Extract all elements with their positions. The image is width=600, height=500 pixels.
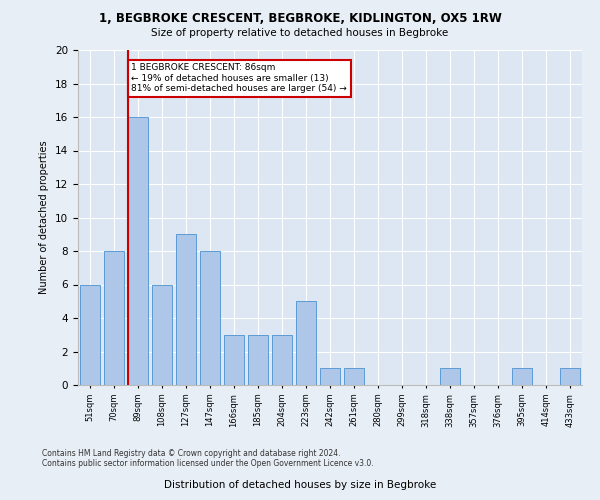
- Bar: [248, 335, 268, 385]
- Bar: [560, 368, 580, 385]
- Text: Size of property relative to detached houses in Begbroke: Size of property relative to detached ho…: [151, 28, 449, 38]
- Bar: [176, 234, 196, 385]
- Bar: [344, 368, 364, 385]
- Bar: [440, 368, 460, 385]
- Text: 1 BEGBROKE CRESCENT: 86sqm
← 19% of detached houses are smaller (13)
81% of semi: 1 BEGBROKE CRESCENT: 86sqm ← 19% of deta…: [131, 64, 347, 93]
- Bar: [272, 335, 292, 385]
- Bar: [80, 284, 100, 385]
- Text: Distribution of detached houses by size in Begbroke: Distribution of detached houses by size …: [164, 480, 436, 490]
- Text: Contains public sector information licensed under the Open Government Licence v3: Contains public sector information licen…: [42, 458, 374, 468]
- Bar: [104, 251, 124, 385]
- Y-axis label: Number of detached properties: Number of detached properties: [40, 140, 49, 294]
- Bar: [128, 117, 148, 385]
- Bar: [224, 335, 244, 385]
- Bar: [296, 301, 316, 385]
- Text: 1, BEGBROKE CRESCENT, BEGBROKE, KIDLINGTON, OX5 1RW: 1, BEGBROKE CRESCENT, BEGBROKE, KIDLINGT…: [98, 12, 502, 26]
- Bar: [152, 284, 172, 385]
- Bar: [200, 251, 220, 385]
- Bar: [512, 368, 532, 385]
- Text: Contains HM Land Registry data © Crown copyright and database right 2024.: Contains HM Land Registry data © Crown c…: [42, 448, 341, 458]
- Bar: [320, 368, 340, 385]
